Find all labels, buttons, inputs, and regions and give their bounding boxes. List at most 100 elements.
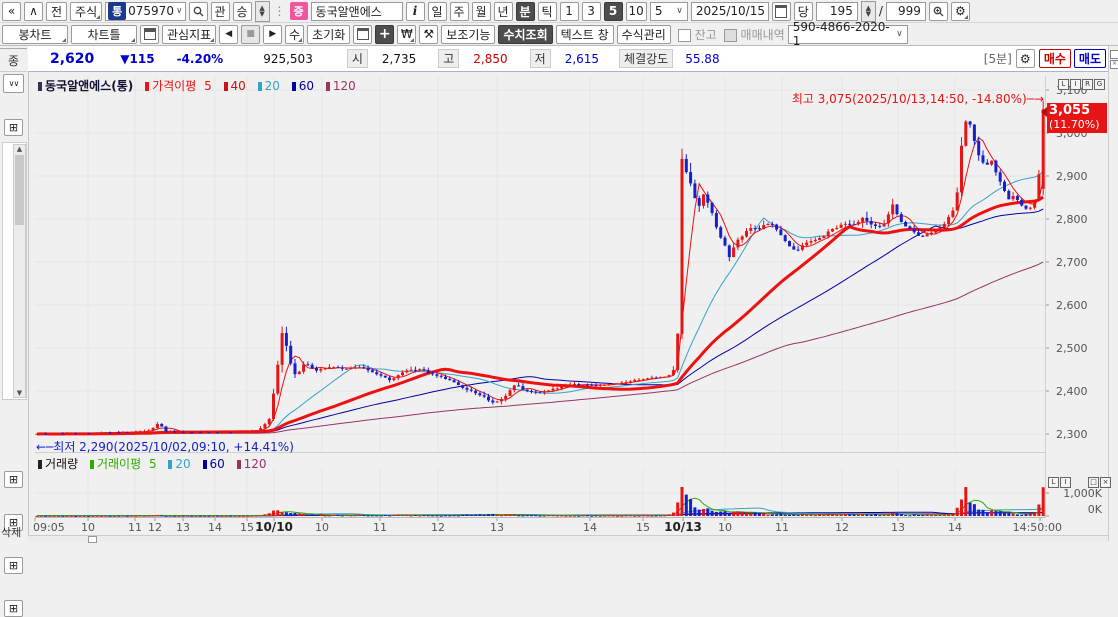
delete-label[interactable]: 삭제 — [1, 526, 22, 539]
vma120-label[interactable]: 120 — [243, 457, 267, 471]
expand-button[interactable]: ⊞ — [4, 119, 23, 136]
play-stop-button[interactable]: ■ — [241, 24, 261, 44]
numeric-query-button[interactable]: 수치조회 — [498, 24, 553, 44]
reset-button[interactable]: 초기화 — [307, 24, 351, 44]
period-minute-button[interactable]: 분 — [515, 1, 535, 21]
left-rail-tab-jong[interactable]: 종 — [0, 48, 27, 72]
asset-type-button[interactable]: 주식 — [70, 1, 103, 21]
ma-swatch — [325, 82, 330, 91]
text-window-button[interactable]: 텍스트 창 — [555, 24, 614, 44]
balance-checkbox[interactable]: 잔고 — [677, 26, 717, 43]
date-field[interactable]: 2025/10/15 — [690, 1, 769, 21]
search-button[interactable] — [188, 1, 208, 21]
candle-body — [852, 224, 856, 226]
period-year-button[interactable]: 년 — [493, 1, 513, 21]
ma40-label[interactable]: 40 — [230, 79, 246, 93]
watchlist-button[interactable]: 관 — [210, 1, 230, 21]
max-count-field[interactable]: 999 — [885, 1, 926, 21]
sell-button[interactable]: 매도 — [1073, 49, 1106, 68]
close-icon[interactable]: × — [1110, 60, 1118, 69]
stock-stepper[interactable]: ▲ ▼ — [254, 0, 270, 22]
scroll-thumb[interactable] — [15, 155, 24, 225]
save-button[interactable] — [140, 24, 159, 44]
account-select[interactable]: 590-4866-2020-1 ∨ — [787, 20, 908, 48]
candle-body — [327, 367, 331, 369]
scroll-down-icon[interactable]: ▼ — [16, 389, 23, 397]
volume-bar — [723, 511, 727, 516]
mini-I-button[interactable]: I — [1060, 476, 1071, 488]
assist-function-button[interactable]: 보조기능 — [441, 24, 496, 44]
all-markets-button[interactable]: 전 — [46, 1, 68, 21]
count-stepper[interactable]: ▲ ▼ — [860, 0, 876, 22]
calendar-button[interactable] — [771, 1, 791, 21]
vma20-label[interactable]: 20 — [175, 457, 191, 471]
interval-10-button[interactable]: 10 — [625, 1, 647, 21]
candle-chart-menu[interactable]: 봉차트 — [2, 24, 68, 44]
step-down-icon[interactable]: ▼ — [259, 10, 265, 18]
mini-L-button[interactable]: L — [1058, 78, 1069, 90]
left-scrollbar[interactable]: ▲ ▼ — [13, 144, 26, 398]
volume-bar — [418, 515, 422, 517]
settings-button[interactable]: ⚙ — [950, 1, 970, 21]
volume-bar — [491, 514, 495, 516]
volume-bar — [542, 515, 546, 517]
interval-1-button[interactable]: 1 — [559, 1, 579, 21]
ma5-label[interactable]: 5 — [204, 79, 212, 93]
scrollbar-handle[interactable] — [88, 536, 97, 543]
pane-restore-button[interactable]: □ — [1088, 476, 1099, 488]
ma60-label[interactable]: 60 — [298, 79, 315, 93]
add-button-4[interactable]: ⊞ — [4, 600, 23, 617]
play-back-button[interactable]: ◀ — [219, 24, 239, 44]
stock-code-combo[interactable]: 통 075970 ∨ — [105, 1, 186, 21]
vma60-label[interactable]: 60 — [209, 457, 225, 471]
step-up-icon[interactable]: ▲ — [259, 4, 265, 12]
info-button[interactable]: i — [405, 1, 425, 21]
won-scale-button[interactable]: ₩ — [397, 24, 417, 44]
nav-top-button[interactable]: ∧ — [24, 1, 43, 21]
volume-bar — [693, 507, 697, 516]
interest-indicator-menu[interactable]: 관심지표 — [162, 24, 217, 44]
vma5-label[interactable]: 5 — [148, 457, 157, 471]
interval-select[interactable]: 5 ∨ — [649, 1, 688, 21]
zoom-search-button[interactable] — [928, 1, 948, 21]
chart-settings-button[interactable]: ⚙ — [1015, 49, 1035, 68]
volume-bar — [822, 514, 826, 516]
history-checkbox[interactable]: 매매내역 — [723, 26, 785, 43]
ma120-label[interactable]: 120 — [332, 79, 356, 93]
stock-name-field[interactable]: 동국알앤에스 — [310, 1, 403, 21]
formula-manage-button[interactable]: 수식관리 — [616, 24, 671, 44]
scroll-up-icon[interactable]: ▲ — [16, 145, 23, 153]
buy-button[interactable]: 매수 — [1038, 49, 1071, 68]
mini-R-button[interactable]: R — [1082, 78, 1093, 90]
mini-L-button[interactable]: L — [1048, 476, 1059, 488]
chart-template-menu[interactable]: 차트틀 — [71, 24, 137, 44]
interval-5-button[interactable]: 5 — [603, 1, 623, 21]
add-button-2[interactable]: ⊞ — [4, 514, 23, 531]
window-button[interactable] — [353, 24, 373, 44]
play-forward-button[interactable]: ▶ — [263, 24, 283, 44]
period-day-button[interactable]: 일 — [427, 1, 447, 21]
seung-button[interactable]: 승 — [232, 1, 252, 21]
restore-icon[interactable] — [1110, 50, 1118, 59]
mini-I-button[interactable]: I — [1070, 78, 1081, 90]
candle-body — [57, 433, 60, 435]
crosshair-button[interactable]: + — [375, 24, 395, 44]
tools-button[interactable]: ⚒ — [419, 24, 439, 44]
pane-close-button[interactable]: × — [1100, 476, 1111, 488]
add-button-1[interactable]: ⊞ — [4, 471, 23, 488]
interval-3-button[interactable]: 3 — [581, 1, 601, 21]
candle-body — [972, 124, 976, 141]
su-button[interactable]: 수 — [285, 24, 305, 44]
collapse-all-button[interactable]: ∨∨ — [3, 74, 24, 93]
candle-count-field[interactable]: 195 — [815, 1, 858, 21]
dang-button[interactable]: 당 — [793, 1, 813, 21]
ma20-label[interactable]: 20 — [264, 79, 280, 93]
volume-bar — [130, 515, 134, 517]
add-button-3[interactable]: ⊞ — [4, 557, 23, 574]
period-tick-button[interactable]: 틱 — [537, 1, 557, 21]
chevron-down-icon[interactable]: ∨ — [175, 6, 183, 16]
period-month-button[interactable]: 월 — [471, 1, 491, 21]
mini-G-button[interactable]: G — [1094, 78, 1105, 90]
nav-back-button[interactable]: « — [2, 1, 21, 21]
period-week-button[interactable]: 주 — [449, 1, 469, 21]
